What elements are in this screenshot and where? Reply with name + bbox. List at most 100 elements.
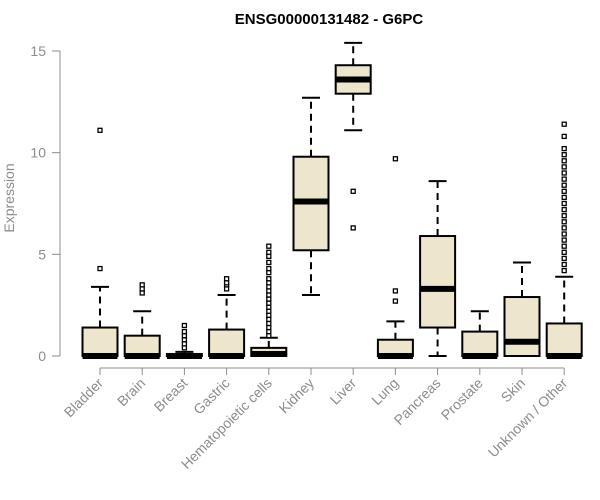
- outlier-point: [561, 182, 567, 188]
- outlier-point: [266, 328, 272, 335]
- outlier-point: [223, 276, 230, 282]
- outlier-point: [223, 280, 230, 286]
- outlier-point: [181, 341, 188, 347]
- outlier-point: [561, 121, 567, 127]
- outlier-point: [561, 261, 567, 268]
- box-breast: [165, 322, 203, 359]
- y-axis-label: Expression: [1, 163, 17, 232]
- outlier-point: [561, 133, 567, 140]
- y-axis: 0 5 10 15: [30, 43, 61, 364]
- outlier-point: [266, 296, 272, 302]
- outlier-point: [350, 188, 356, 194]
- outlier-point: [561, 145, 567, 152]
- outlier-point: [139, 282, 145, 288]
- outlier-point: [266, 292, 272, 298]
- x-tick-label: Unknown / Other: [485, 375, 571, 461]
- iqr-box: [81, 326, 119, 357]
- outlier-point: [266, 243, 272, 249]
- outlier-point: [561, 231, 567, 237]
- outlier-point: [266, 280, 272, 286]
- outlier-point: [223, 286, 230, 292]
- outlier-point: [392, 288, 399, 294]
- outlier-point: [350, 225, 356, 231]
- outlier-point: [181, 345, 188, 351]
- iqr-box: [419, 235, 457, 329]
- outlier-point: [561, 188, 567, 194]
- outlier-point: [266, 265, 272, 272]
- chart-title: ENSG00000131482 - G6PC: [235, 11, 424, 28]
- box-liver: [334, 41, 372, 231]
- outlier-point: [181, 322, 188, 329]
- x-tick-label: Skin: [498, 375, 529, 406]
- outlier-point: [266, 253, 272, 260]
- outlier-point: [561, 158, 567, 164]
- box-kidney: [292, 96, 330, 296]
- outlier-point: [266, 312, 272, 318]
- box-unknown-other: [545, 121, 583, 359]
- box-hematopoietic-cells: [250, 243, 288, 358]
- outlier-point: [561, 213, 567, 219]
- iqr-box: [461, 330, 499, 358]
- outlier-point: [266, 320, 272, 327]
- outlier-point: [266, 316, 272, 323]
- outlier-point: [561, 152, 567, 158]
- outlier-point: [266, 259, 272, 266]
- outlier-point: [561, 176, 567, 182]
- box-skin: [503, 261, 541, 357]
- outlier-point: [561, 206, 567, 213]
- outlier-point: [97, 265, 103, 272]
- y-tick-label: 15: [30, 43, 46, 59]
- box-bladder: [81, 127, 119, 359]
- y-tick-label: 10: [30, 145, 46, 161]
- outlier-point: [561, 225, 567, 231]
- x-tick-label: Lung: [368, 375, 401, 408]
- iqr-box: [503, 296, 541, 357]
- x-tick-label: Kidney: [276, 375, 318, 417]
- x-tick-label: Pancreas: [391, 375, 444, 428]
- outlier-point: [97, 127, 103, 133]
- x-tick-label: Bladder: [61, 375, 107, 421]
- outlier-point: [266, 333, 272, 339]
- outlier-point: [139, 290, 145, 296]
- outlier-point: [561, 194, 567, 201]
- outlier-point: [392, 298, 399, 304]
- outlier-point: [561, 200, 567, 207]
- outlier-point: [392, 156, 399, 162]
- outlier-point: [266, 300, 272, 306]
- outlier-point: [561, 243, 567, 249]
- box-lung: [376, 156, 414, 359]
- outlier-point: [561, 164, 567, 170]
- outlier-point: [561, 249, 567, 255]
- outlier-point: [181, 333, 188, 339]
- outlier-point: [266, 308, 272, 314]
- box-gastric: [208, 276, 246, 359]
- box-brain: [123, 282, 161, 359]
- outlier-point: [266, 304, 272, 310]
- outlier-point: [266, 288, 272, 294]
- outlier-point: [266, 324, 272, 331]
- iqr-box: [208, 328, 246, 358]
- outlier-point: [181, 337, 188, 343]
- x-tick-label: Liver: [327, 375, 360, 408]
- x-tick-label: Breast: [151, 375, 191, 415]
- box-pancreas: [419, 180, 457, 357]
- y-tick-label: 5: [38, 246, 46, 262]
- box-prostate: [461, 310, 499, 359]
- iqr-box: [123, 334, 161, 357]
- outlier-point: [139, 286, 145, 292]
- outlier-point: [561, 237, 567, 243]
- outlier-point: [266, 249, 272, 255]
- outlier-point: [561, 267, 567, 274]
- outlier-point: [561, 219, 567, 225]
- outlier-point: [561, 255, 567, 262]
- outlier-point: [266, 276, 272, 282]
- outlier-point: [266, 269, 272, 276]
- boxes-group: [81, 41, 583, 359]
- x-tick-label: Brain: [114, 375, 148, 409]
- y-tick-label: 0: [38, 348, 46, 364]
- iqr-box: [545, 322, 583, 358]
- x-tick-label: Prostate: [438, 375, 486, 423]
- outlier-point: [561, 170, 567, 176]
